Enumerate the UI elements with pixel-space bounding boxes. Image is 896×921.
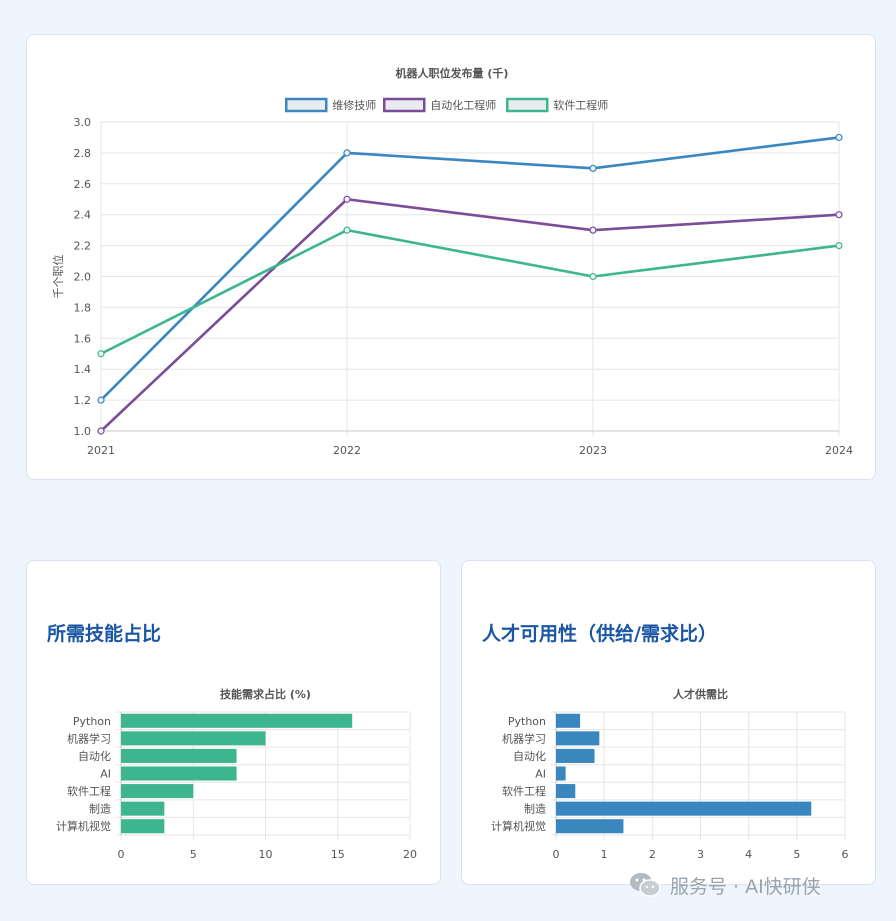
skills-bar-2 [121,748,237,763]
y-tick-label: 1.4 [74,363,92,376]
supply-category-label: 自动化 [513,749,546,763]
y-tick-label: 1.8 [74,301,92,314]
supply-bar-4 [556,784,576,799]
supply-category-label: 软件工程 [502,784,546,798]
supply-x-tick-label: 4 [745,848,752,861]
skills-bar-1 [121,731,266,746]
y-tick-label: 2.4 [74,209,92,222]
legend-swatch-2 [506,97,549,113]
y-tick-label: 1.0 [74,425,92,438]
series-line-0 [100,136,840,402]
y-tick-label: 2.2 [74,240,92,253]
supply-x-tick-label: 6 [842,848,849,861]
data-point-0-0 [97,396,105,404]
skills-category-label: 软件工程 [67,784,111,798]
data-point-0-2 [589,164,597,172]
legend-swatch-1 [383,97,426,113]
data-point-2-2 [589,272,597,281]
x-tick-label: 2022 [333,444,361,457]
supply-category-label: 计算机视觉 [491,819,546,833]
data-point-0-3 [835,133,843,142]
supply-bar-3 [556,766,566,781]
supply-bar-2 [556,748,595,763]
supply-bar-6 [556,819,624,834]
supply-bar-5 [556,801,812,816]
data-point-2-0 [97,350,105,358]
supply-section-title: 人才可用性（供给/需求比） [482,623,717,645]
data-point-1-2 [589,226,597,234]
supply-x-tick-label: 1 [601,848,608,861]
data-point-2-3 [835,242,843,250]
skills-bar-5 [121,801,165,816]
x-tick-label: 2024 [825,444,853,457]
data-point-1-0 [97,427,105,435]
data-point-0-1 [343,149,351,157]
x-tick-label: 2021 [87,444,115,457]
legend-label-0: 维修技师 [332,98,376,112]
supply-category-label: 制造 [524,802,546,816]
skills-category-label: AI [100,768,111,781]
skills-chart-title: 技能需求占比 (%) [220,687,311,701]
supply-bar-0 [556,713,581,728]
skills-bar-3 [121,766,237,781]
data-point-1-1 [343,195,351,203]
legend-swatch-0 [285,97,328,113]
y-tick-label: 2.0 [74,271,92,284]
skills-category-label: 计算机视觉 [56,819,111,833]
skills-card: 所需技能占比 技能需求占比 (%) 0 5 10 15 20 Python 机器学习自动化 AI… [26,560,441,885]
supply-category-label: AI [535,768,546,781]
supply-x-tick-label: 3 [697,848,704,861]
skills-x-tick-label: 10 [259,848,273,861]
data-point-1-3 [835,211,843,219]
line-chart-card: 机器人职位发布量 (千) 维修技师 自动化工程师 软件工程师 1.0 1.2 1.4 1.6 1… [26,34,876,480]
skills-bar-6 [121,819,165,834]
skills-bar-4 [121,784,194,799]
supply-x-tick-label: 2 [649,848,656,861]
skills-x-tick-label: 0 [118,848,125,861]
supply-chart-title: 人才供需比 [673,687,728,701]
skills-section-title: 所需技能占比 [47,623,162,645]
legend-label-1: 自动化工程师 [430,98,496,112]
y-tick-label: 1.2 [74,394,92,407]
skills-category-label: 机器学习 [67,731,111,745]
legend-label-2: 软件工程师 [553,98,608,112]
supply-x-tick-label: 5 [793,848,800,861]
y-tick-label: 2.6 [74,178,92,191]
supply-bar-1 [556,731,600,746]
series-line-1 [100,197,840,432]
skills-x-tick-label: 5 [190,848,197,861]
y-tick-label: 1.6 [74,332,92,345]
wechat-icon [630,873,661,897]
skills-x-tick-label: 20 [403,848,417,861]
line-chart: 机器人职位发布量 (千) 维修技师 自动化工程师 软件工程师 1.0 1.2 1.4 1.6 1… [51,66,853,457]
y-tick-label: 3.0 [74,116,92,129]
chart-title: 机器人职位发布量 (千) [396,66,509,80]
watermark: 服务号 · AI快研侠 [628,870,821,900]
skills-bar-0 [121,713,353,728]
skills-category-label: Python [73,715,111,728]
y-tick-label: 2.8 [74,147,92,160]
watermark-text: 服务号 · AI快研侠 [670,875,821,898]
skills-category-label: 自动化 [78,749,111,763]
skills-category-label: 制造 [89,802,111,816]
supply-category-label: Python [508,715,546,728]
x-tick-label: 2023 [579,444,607,457]
series-line-2 [100,228,840,355]
supply-category-label: 机器学习 [502,731,546,745]
data-point-2-1 [343,226,351,234]
skills-x-tick-label: 15 [331,848,345,861]
supply-x-tick-label: 0 [553,848,560,861]
supply-card: 人才可用性（供给/需求比） 人才供需比 0 1 2 3 4 5 6 Python 机器学习自动化 A… [461,560,876,885]
y-axis-label: 千个职位 [51,255,65,299]
